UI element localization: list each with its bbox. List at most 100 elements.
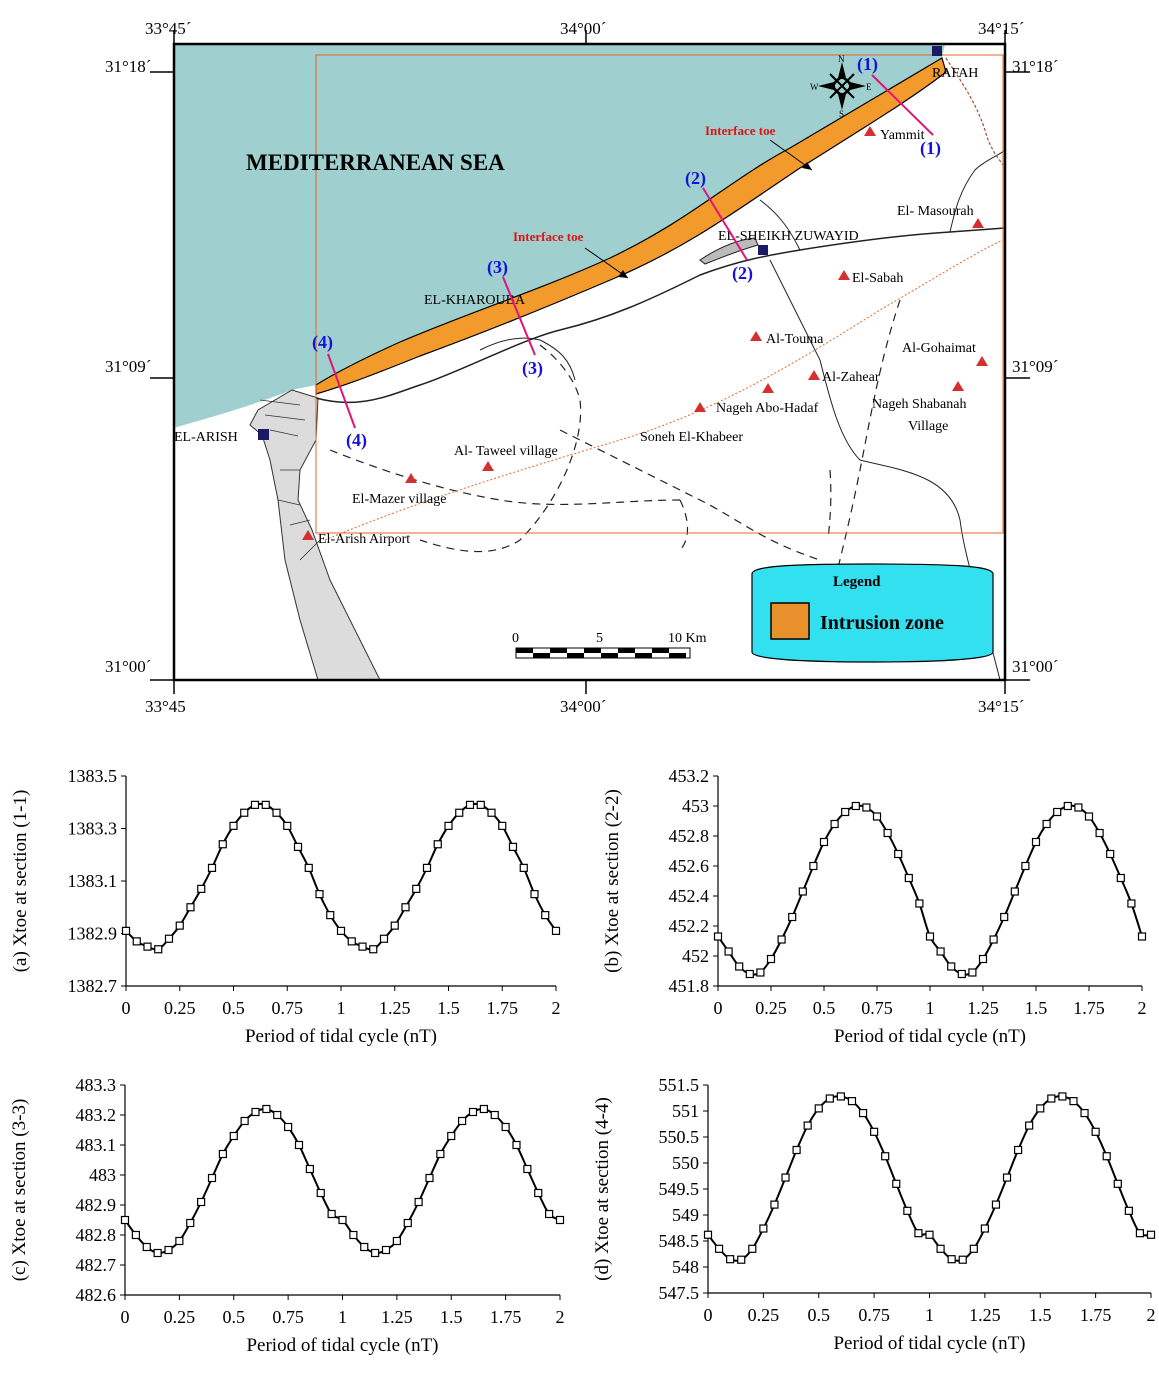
data-point xyxy=(915,899,924,908)
data-point xyxy=(293,842,303,851)
data-point xyxy=(240,1116,249,1126)
data-point xyxy=(315,890,324,899)
data-point xyxy=(881,1152,890,1161)
data-point xyxy=(425,1173,434,1183)
data-point xyxy=(523,1164,532,1174)
data-point xyxy=(1127,899,1136,908)
village-village: Village xyxy=(908,419,948,434)
data-point xyxy=(530,890,539,899)
data-point xyxy=(819,837,829,847)
data-point xyxy=(508,842,518,851)
coord-right-3: 31°00´ xyxy=(1012,657,1058,676)
data-point xyxy=(369,945,378,954)
y-tick-label: 452.2 xyxy=(669,916,710,936)
scale-bar: 0 5 10 Km xyxy=(512,631,707,659)
data-point xyxy=(904,873,913,883)
village-el-arish-airport: El-Arish Airport xyxy=(318,532,410,547)
section-2-start: (2) xyxy=(685,168,706,189)
x-tick-label: 0.25 xyxy=(748,1305,780,1325)
data-point xyxy=(872,812,882,821)
data-point xyxy=(143,942,152,951)
road-branch xyxy=(479,149,1006,381)
data-point xyxy=(261,800,270,809)
village-labels: Yammit El- Masourah El-Sabah Al-Touma Al… xyxy=(318,128,976,547)
town-el-sheikh-zuwayid: EL-SHEIKH ZUWAYID xyxy=(718,229,859,244)
chart-d-section-4-4: 551.5 551 550.5 550 549.5 549 548.5 548 547.50 0.… xyxy=(592,1075,1156,1354)
village-nageh-shabanah: Nageh Shabanah xyxy=(872,397,966,412)
compass-s: S xyxy=(839,109,844,119)
data-point xyxy=(250,800,260,809)
data-point xyxy=(338,1215,347,1225)
rafah-border xyxy=(945,57,1004,166)
chart-a-section-1-1: 1383.5 1383.3 1383.1 1382.9 1382.70 0.25 0.5 0.… xyxy=(10,766,561,1047)
legend-swatch xyxy=(770,602,810,640)
village-el-mazer: El-Mazer village xyxy=(352,492,446,507)
y-tick-label: 482.9 xyxy=(76,1195,117,1215)
el-arish-streets xyxy=(259,399,321,561)
data-point xyxy=(336,926,346,935)
data-point xyxy=(894,849,903,859)
data-point xyxy=(218,1149,227,1159)
data-point xyxy=(401,903,410,912)
data-point xyxy=(1025,1121,1034,1130)
data-point xyxy=(830,819,839,829)
data-point xyxy=(412,884,421,893)
section-1-end: (1) xyxy=(920,138,941,159)
data-point xyxy=(788,912,797,922)
section-labels: (1) (1) (2) (2) (3) (3) (4) (4) xyxy=(312,54,941,451)
x-tick-label: 2 xyxy=(552,998,561,1018)
x-tick-label: 1 xyxy=(337,998,346,1018)
coord-bottom-3: 34°15´ xyxy=(978,697,1024,716)
data-point xyxy=(914,1229,923,1238)
coord-top-2: 34°00´ xyxy=(560,19,606,38)
data-point xyxy=(468,1107,478,1117)
x-axis-label: Period of tidal cycle (nT) xyxy=(246,1335,438,1356)
chart-b-section-2-2: 453.2 453 452.8 452.6 452.4 452.2 452 451.80 0.2… xyxy=(602,766,1147,1047)
data-point xyxy=(164,1245,173,1255)
village-yammit: Yammit xyxy=(880,128,925,143)
x-tick-label: 1.25 xyxy=(381,1307,413,1327)
model-domain-boundary xyxy=(315,54,1004,534)
data-point xyxy=(847,1097,857,1106)
data-point xyxy=(798,887,807,896)
interface-toe-label-1: Interface toe xyxy=(705,123,776,138)
data-point xyxy=(925,1230,934,1239)
section-lines xyxy=(327,74,934,429)
data-point xyxy=(759,1224,768,1233)
x-tick-label: 0 xyxy=(704,1305,713,1325)
data-point xyxy=(1116,873,1125,883)
x-axis-label: Period of tidal cycle (nT) xyxy=(833,1333,1025,1354)
main-road xyxy=(315,227,1006,404)
data-point xyxy=(1091,1127,1100,1136)
data-point xyxy=(1095,828,1104,838)
data-point xyxy=(379,934,389,943)
data-point xyxy=(455,808,464,817)
data-point xyxy=(713,932,723,941)
data-point xyxy=(1053,807,1062,817)
x-tick-label: 2 xyxy=(556,1307,565,1327)
village-el-masourah: El- Masourah xyxy=(897,204,974,219)
data-point xyxy=(936,947,945,956)
data-point xyxy=(737,1255,746,1264)
data-point xyxy=(756,968,765,977)
data-point xyxy=(936,1244,945,1253)
y-tick-label: 483.2 xyxy=(76,1105,117,1125)
village-al-touma: Al-Touma xyxy=(766,332,824,347)
data-point xyxy=(703,1230,713,1239)
x-tick-label: 0.5 xyxy=(222,998,245,1018)
international-border xyxy=(324,239,1004,541)
y-axis-label: (a) Xtoe at section (1-1) xyxy=(10,790,31,973)
y-tick-label: 547.5 xyxy=(659,1283,700,1303)
x-tick-label: 0 xyxy=(122,998,131,1018)
data-point xyxy=(262,1104,271,1114)
data-point xyxy=(1036,1104,1045,1113)
data-point xyxy=(498,821,507,830)
data-point xyxy=(304,863,313,872)
data-point xyxy=(207,1173,217,1183)
data-point xyxy=(371,1248,380,1258)
data-point xyxy=(1000,912,1009,922)
x-tick-label: 0.75 xyxy=(272,998,304,1018)
y-tick-label: 549.5 xyxy=(659,1179,700,1199)
x-tick-label: 0.75 xyxy=(858,1305,890,1325)
data-point xyxy=(814,1104,823,1113)
